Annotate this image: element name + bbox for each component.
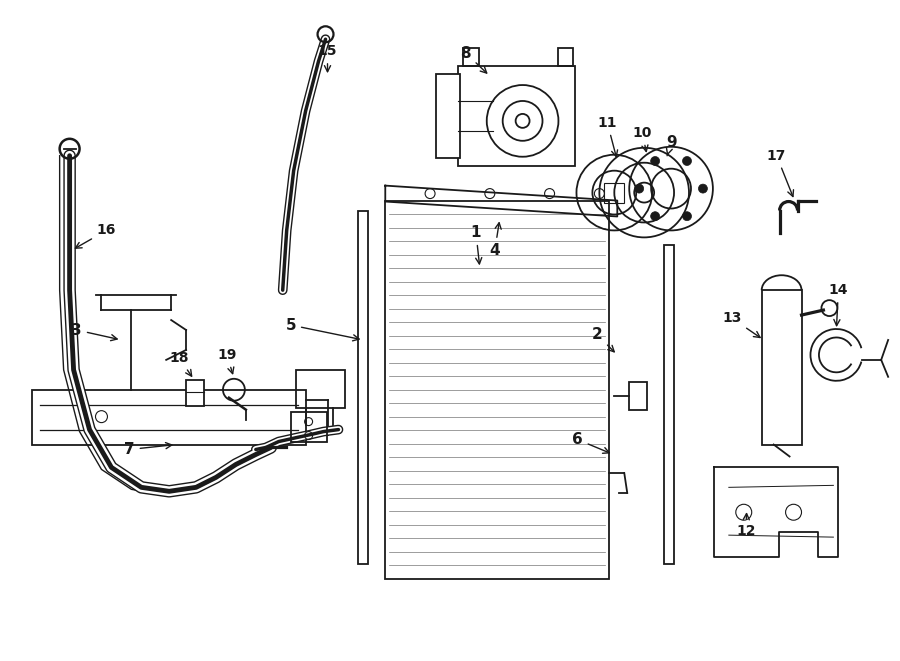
Circle shape (682, 212, 691, 221)
Text: 4: 4 (490, 223, 501, 258)
Bar (32, 390, 306, 444)
Text: 18: 18 (169, 351, 192, 376)
Text: 7: 7 (124, 442, 172, 457)
Text: 13: 13 (722, 311, 760, 338)
Text: 16: 16 (76, 223, 116, 248)
Circle shape (651, 212, 660, 221)
Bar (557, 48, 573, 66)
Bar (458, 66, 575, 166)
Bar (463, 48, 479, 66)
Circle shape (698, 184, 707, 193)
Bar (604, 182, 625, 202)
Bar (291, 412, 327, 442)
Text: 12: 12 (736, 514, 755, 538)
Bar (629, 382, 647, 410)
Text: 2: 2 (592, 327, 614, 352)
Bar (186, 380, 204, 406)
Text: 3: 3 (71, 323, 117, 340)
Text: 17: 17 (767, 149, 794, 196)
Bar (436, 74, 460, 158)
Bar (385, 200, 609, 579)
Circle shape (651, 157, 660, 165)
Circle shape (634, 184, 644, 193)
Bar (664, 245, 674, 564)
Text: 5: 5 (285, 317, 359, 341)
Text: 11: 11 (598, 116, 617, 157)
Text: 6: 6 (572, 432, 609, 453)
Text: 1: 1 (471, 225, 482, 264)
Text: 19: 19 (217, 348, 237, 373)
Circle shape (682, 157, 691, 165)
Text: 14: 14 (829, 283, 848, 326)
Bar (761, 290, 802, 444)
Bar (296, 370, 346, 408)
Text: 9: 9 (666, 136, 677, 156)
Text: 8: 8 (461, 46, 487, 73)
Bar (358, 210, 368, 564)
Text: 10: 10 (633, 126, 652, 151)
Text: 15: 15 (318, 44, 338, 72)
